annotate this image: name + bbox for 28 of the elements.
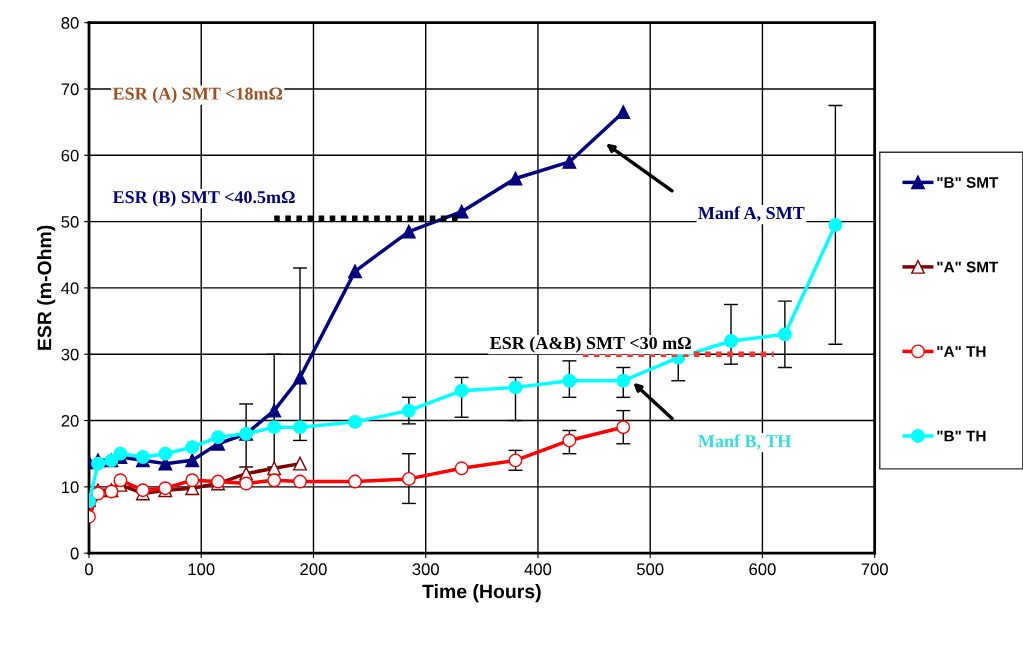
legend-label: "A" TH [937,346,986,357]
annotation: ESR (A) SMT <18mΩ [112,87,283,104]
x-tick-label: 0 [85,563,93,576]
legend-label: "B" TH [937,430,986,442]
annotation: Manf B, TH [698,434,792,450]
annotation: Manf A, SMT [698,206,805,222]
y-axis-title: ESR (m-Ohm) [37,225,56,350]
y-tick-label: 20 [61,414,79,427]
y-tick-label: 0 [70,547,79,560]
y-tick-label: 30 [61,348,79,361]
y-tick-label: 60 [61,149,79,162]
x-tick-label: 100 [188,563,215,576]
x-tick-label: 500 [636,563,664,576]
x-tick-label: 600 [749,563,776,576]
x-tick-label: 700 [861,563,888,576]
y-tick-label: 40 [61,282,79,295]
annotation: ESR (A&B) SMT <30 mΩ [490,336,691,353]
x-tick-label: 200 [300,563,327,576]
legend-label: "B" SMT [937,177,999,188]
y-tick-label: 80 [61,17,79,29]
x-tick-label: 300 [412,563,439,576]
x-axis-title: Time (Hours) [422,584,541,603]
annotation: ESR (B) SMT <40.5mΩ [112,190,295,207]
legend-label: "A" SMT [937,261,999,273]
y-tick-label: 50 [61,216,79,228]
x-tick-label: 400 [524,563,552,576]
y-tick-label: 10 [62,481,79,494]
y-tick-label: 70 [61,83,79,96]
